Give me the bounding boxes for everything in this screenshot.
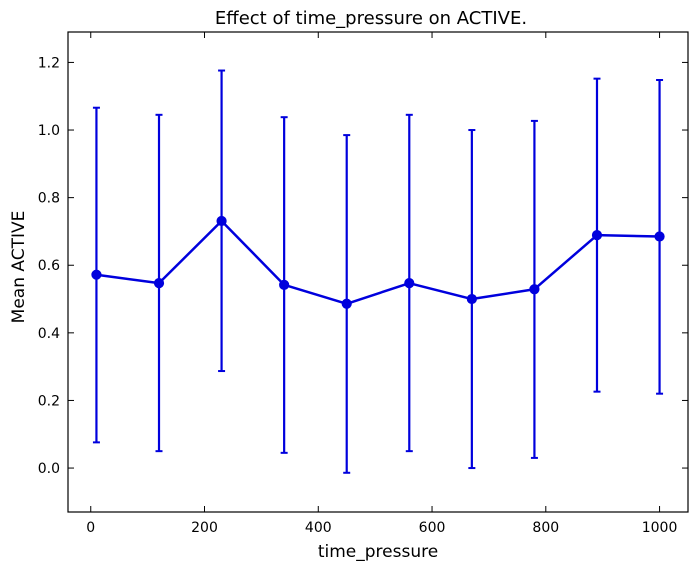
data-point: [529, 284, 540, 295]
x-tick-label: 800: [532, 520, 559, 536]
y-tick-label: 1.0: [38, 123, 60, 139]
y-tick-label: 0.8: [38, 191, 60, 207]
x-tick-label: 0: [86, 520, 95, 536]
y-tick-label: 0.2: [38, 393, 60, 409]
plot-frame: [67, 31, 689, 513]
axis-ticks: 0 200 400 600 800 1000 0.0 0.2 0.4 0.6 0.8 1.0 1.2: [38, 32, 688, 536]
data-point: [466, 293, 477, 305]
y-tick-label: 1.2: [38, 55, 60, 71]
data-point: [404, 278, 415, 289]
chart-title: Effect of time_pressure on ACTIVE.: [215, 8, 527, 29]
x-tick-label: 600: [419, 520, 446, 536]
x-tick-label: 200: [191, 520, 218, 536]
data-point: [591, 230, 603, 241]
y-axis-label: Mean ACTIVE: [9, 211, 29, 324]
data-point: [341, 298, 352, 309]
data-point: [153, 278, 165, 289]
x-tick-label: 1000: [642, 520, 678, 536]
y-tick-label: 0.4: [38, 326, 60, 342]
data-point: [654, 231, 665, 242]
data-point: [91, 269, 102, 280]
x-axis-label: time_pressure: [318, 542, 438, 562]
plot-marks: [91, 69, 665, 474]
x-tick-label: 400: [305, 520, 332, 536]
y-tick-label: 0.6: [38, 258, 60, 274]
data-point: [279, 279, 290, 290]
series-line: [96, 219, 660, 306]
y-tick-label: 0.0: [38, 461, 60, 477]
data-point: [216, 215, 227, 227]
